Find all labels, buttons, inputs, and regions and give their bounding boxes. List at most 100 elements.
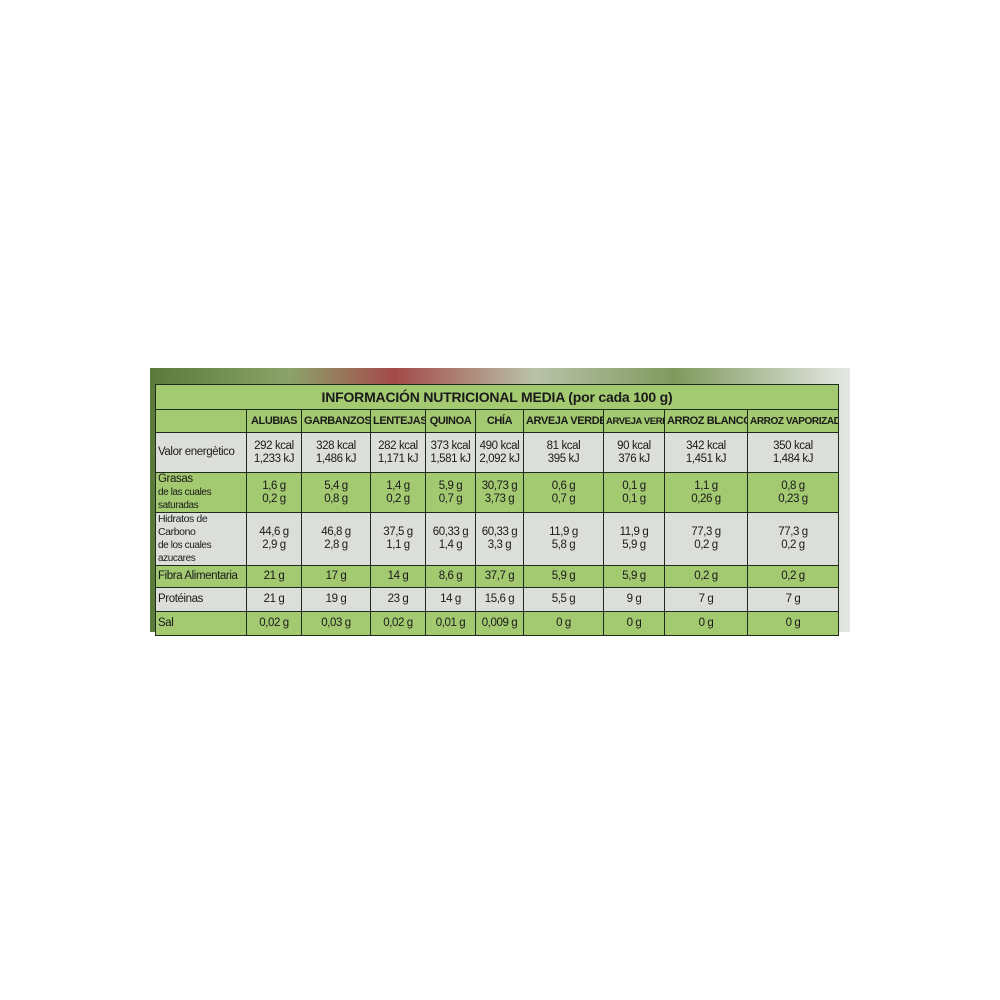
value-line: 0,2 g — [386, 492, 410, 505]
table-row: Sal 0,02 g 0,03 g 0,02 g 0,01 g 0,009 g 0 g 0 g… — [155, 611, 839, 636]
value-cell: 11,9 g 5,8 g — [523, 512, 604, 566]
value-cell: 14 g — [425, 587, 476, 612]
header-empty — [155, 409, 247, 433]
value-cell: 9 g — [603, 587, 665, 612]
value-line: 5,5 g — [551, 593, 576, 605]
value-cell: 292 kcal 1,233 kJ — [246, 432, 302, 473]
value-line: 5,9 g — [438, 479, 463, 492]
value-line: 5,9 g — [622, 570, 646, 582]
value-line: 15,6 g — [484, 593, 515, 605]
column-header: ARVEJA VERDE — [603, 409, 665, 433]
value-line: 3,73 g — [484, 492, 515, 505]
value-cell: 5,9 g 0,7 g — [425, 472, 476, 513]
value-line: 1,4 g — [438, 539, 463, 551]
value-cell: 0,01 g — [425, 611, 476, 636]
value-cell: 0 g — [523, 611, 604, 636]
value-cell: 0,2 g — [747, 565, 839, 588]
value-cell: 328 kcal 1,486 kJ — [301, 432, 371, 473]
value-line: 11,9 g — [549, 526, 578, 538]
row-label: Sal — [155, 611, 247, 636]
value-line: 14 g — [440, 593, 461, 605]
value-line: 2,9 g — [262, 539, 286, 551]
column-header: ARROZ VAPORIZADO — [747, 409, 839, 433]
value-cell: 0,009 g — [475, 611, 524, 636]
value-line: 0,2 g — [781, 539, 805, 551]
row-label-line: Valor energètico — [158, 446, 235, 458]
value-line: 1,171 kJ — [377, 452, 419, 465]
value-cell: 30,73 g 3,73 g — [475, 472, 524, 513]
value-cell: 1,4 g 0,2 g — [370, 472, 426, 513]
value-line: 60,33 g — [481, 526, 518, 538]
value-cell: 0,02 g — [370, 611, 426, 636]
value-cell: 0,2 g — [664, 565, 748, 588]
value-line: 1,6 g — [262, 479, 286, 492]
value-cell: 490 kcal 2,092 kJ — [475, 432, 524, 473]
value-line: 9 g — [626, 593, 642, 605]
value-line: 1,1 g — [386, 539, 410, 551]
value-line: 17 g — [325, 570, 347, 582]
value-cell: 17 g — [301, 565, 371, 588]
value-line: 0,8 g — [781, 479, 805, 492]
row-label: Hidratos de Carbono de los cuales azucare… — [155, 512, 247, 566]
value-line: 0,2 g — [262, 492, 286, 505]
row-label-line: de los cuales azucares — [158, 540, 212, 564]
value-line: 0 g — [556, 617, 571, 629]
value-cell: 14 g — [370, 565, 426, 588]
value-cell: 46,8 g 2,8 g — [301, 512, 371, 566]
value-line: 5,8 g — [551, 539, 576, 551]
value-line: 1,486 kJ — [315, 452, 357, 465]
value-cell: 0 g — [747, 611, 839, 636]
value-line: 81 kcal — [546, 439, 581, 452]
value-line: 0,8 g — [324, 492, 348, 505]
value-line: 1,484 kJ — [772, 452, 814, 465]
value-cell: 7 g — [747, 587, 839, 612]
row-label-line: de las cuales saturadas — [158, 487, 212, 511]
value-line: 342 kcal — [686, 439, 726, 452]
value-line: 44,6 g — [259, 526, 289, 538]
value-line: 328 kcal — [316, 439, 356, 452]
value-line: 0,7 g — [551, 492, 576, 505]
value-line: 350 kcal — [773, 439, 813, 452]
value-cell: 0 g — [603, 611, 665, 636]
value-line: 0,1 g — [622, 492, 646, 505]
row-label: Fibra Alimentaria — [155, 565, 247, 588]
value-line: 90 kcal — [617, 439, 651, 452]
column-header: ARROZ BLANCO — [664, 409, 748, 433]
value-line: 376 kJ — [618, 452, 650, 465]
value-line: 1,1 g — [694, 479, 718, 492]
value-line: 21 g — [263, 593, 285, 605]
value-cell: 0,03 g — [301, 611, 371, 636]
table-row: Fibra Alimentaria 21 g 17 g 14 g 8,6 g 37,7 g… — [155, 565, 839, 588]
value-line: 1,581 kJ — [430, 452, 471, 465]
value-line: 282 kcal — [378, 439, 418, 452]
value-line: 77,3 g — [778, 526, 808, 538]
column-header: QUINOA — [425, 409, 476, 433]
value-line: 77,3 g — [691, 526, 721, 538]
value-cell: 60,33 g 1,4 g — [425, 512, 476, 566]
value-cell: 342 kcal 1,451 kJ — [664, 432, 748, 473]
value-cell: 0,8 g 0,23 g — [747, 472, 839, 513]
value-cell: 8,6 g — [425, 565, 476, 588]
row-label: Protéinas — [155, 587, 247, 612]
value-line: 0,01 g — [435, 617, 466, 629]
value-line: 3,3 g — [487, 539, 512, 551]
value-line: 21 g — [263, 570, 285, 582]
value-line: 0,009 g — [481, 617, 518, 629]
value-line: 0,2 g — [781, 570, 805, 582]
column-header: ALUBIAS — [246, 409, 302, 433]
value-cell: 23 g — [370, 587, 426, 612]
value-line: 7 g — [785, 593, 801, 605]
value-line: 0 g — [785, 617, 801, 629]
value-cell: 21 g — [246, 565, 302, 588]
value-cell: 1,1 g 0,26 g — [664, 472, 748, 513]
value-line: 5,9 g — [551, 570, 576, 582]
value-cell: 37,7 g — [475, 565, 524, 588]
table-title: INFORMACIÓN NUTRICIONAL MEDIA (por cada … — [155, 384, 839, 410]
value-line: 0,2 g — [694, 570, 718, 582]
column-header: CHÍA — [475, 409, 524, 433]
value-cell: 282 kcal 1,171 kJ — [370, 432, 426, 473]
column-header: ARVEJA VERDE — [523, 409, 604, 433]
value-line: 30,73 g — [481, 479, 518, 492]
value-cell: 21 g — [246, 587, 302, 612]
value-line: 292 kcal — [254, 439, 294, 452]
